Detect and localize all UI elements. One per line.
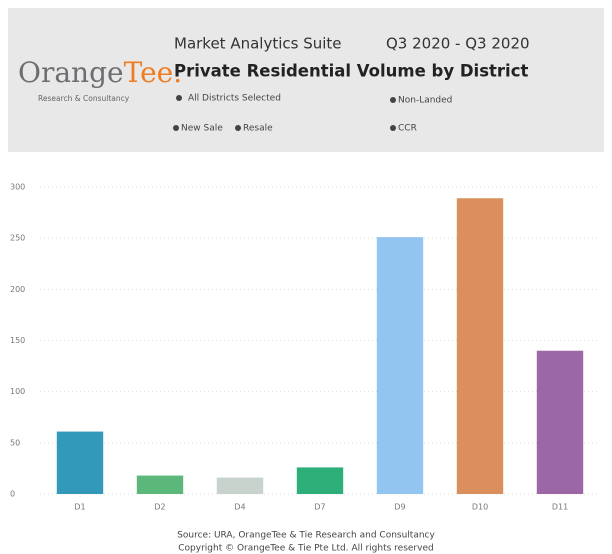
bullet	[176, 95, 182, 101]
filter: CCR	[398, 124, 417, 134]
bullet	[390, 125, 396, 131]
copyright: Copyright © OrangeTee & Tie Pte Ltd. All…	[178, 544, 433, 554]
y-tick-label: 150	[10, 336, 25, 345]
y-tick-label: 300	[10, 183, 25, 192]
logo: OrangeTee.	[18, 56, 182, 89]
y-tick-label: 0	[10, 490, 15, 499]
chart-title: Private Residential Volume by District	[174, 62, 528, 81]
suite: Market Analytics Suite	[174, 35, 342, 53]
bar	[216, 477, 264, 494]
x-tick-label: D1	[74, 503, 85, 512]
filter: Resale	[243, 124, 273, 134]
bar	[376, 237, 424, 495]
filter: Non-Landed	[398, 96, 452, 106]
bar	[136, 475, 184, 494]
x-tick-label: D7	[314, 503, 325, 512]
bar	[536, 350, 584, 494]
x-tick-label: D9	[394, 503, 405, 512]
bar	[56, 431, 104, 494]
header-panel	[8, 8, 604, 152]
bar	[456, 198, 504, 495]
period: Q3 2020 - Q3 2020	[386, 35, 530, 53]
bullet	[173, 125, 179, 131]
y-tick-label: 50	[10, 438, 20, 447]
logo-part1: Orange	[18, 56, 124, 89]
x-tick-label: D4	[234, 503, 245, 512]
y-tick-label: 250	[10, 234, 25, 243]
x-tick-label: D10	[472, 503, 488, 512]
filter: New Sale	[181, 124, 223, 134]
source: Source: URA, OrangeTee & Tie Research an…	[177, 531, 435, 541]
x-tick-label: D11	[552, 503, 568, 512]
x-tick-label: D2	[154, 503, 165, 512]
bullet	[390, 97, 396, 103]
bullet	[235, 125, 241, 131]
bar	[296, 467, 344, 494]
filter: All Districts Selected	[188, 94, 281, 104]
y-tick-label: 100	[10, 387, 25, 396]
logo-part2: Tee.	[124, 56, 183, 89]
y-tick-label: 200	[10, 285, 25, 294]
logo-subtitle: Research & Consultancy	[38, 94, 130, 103]
